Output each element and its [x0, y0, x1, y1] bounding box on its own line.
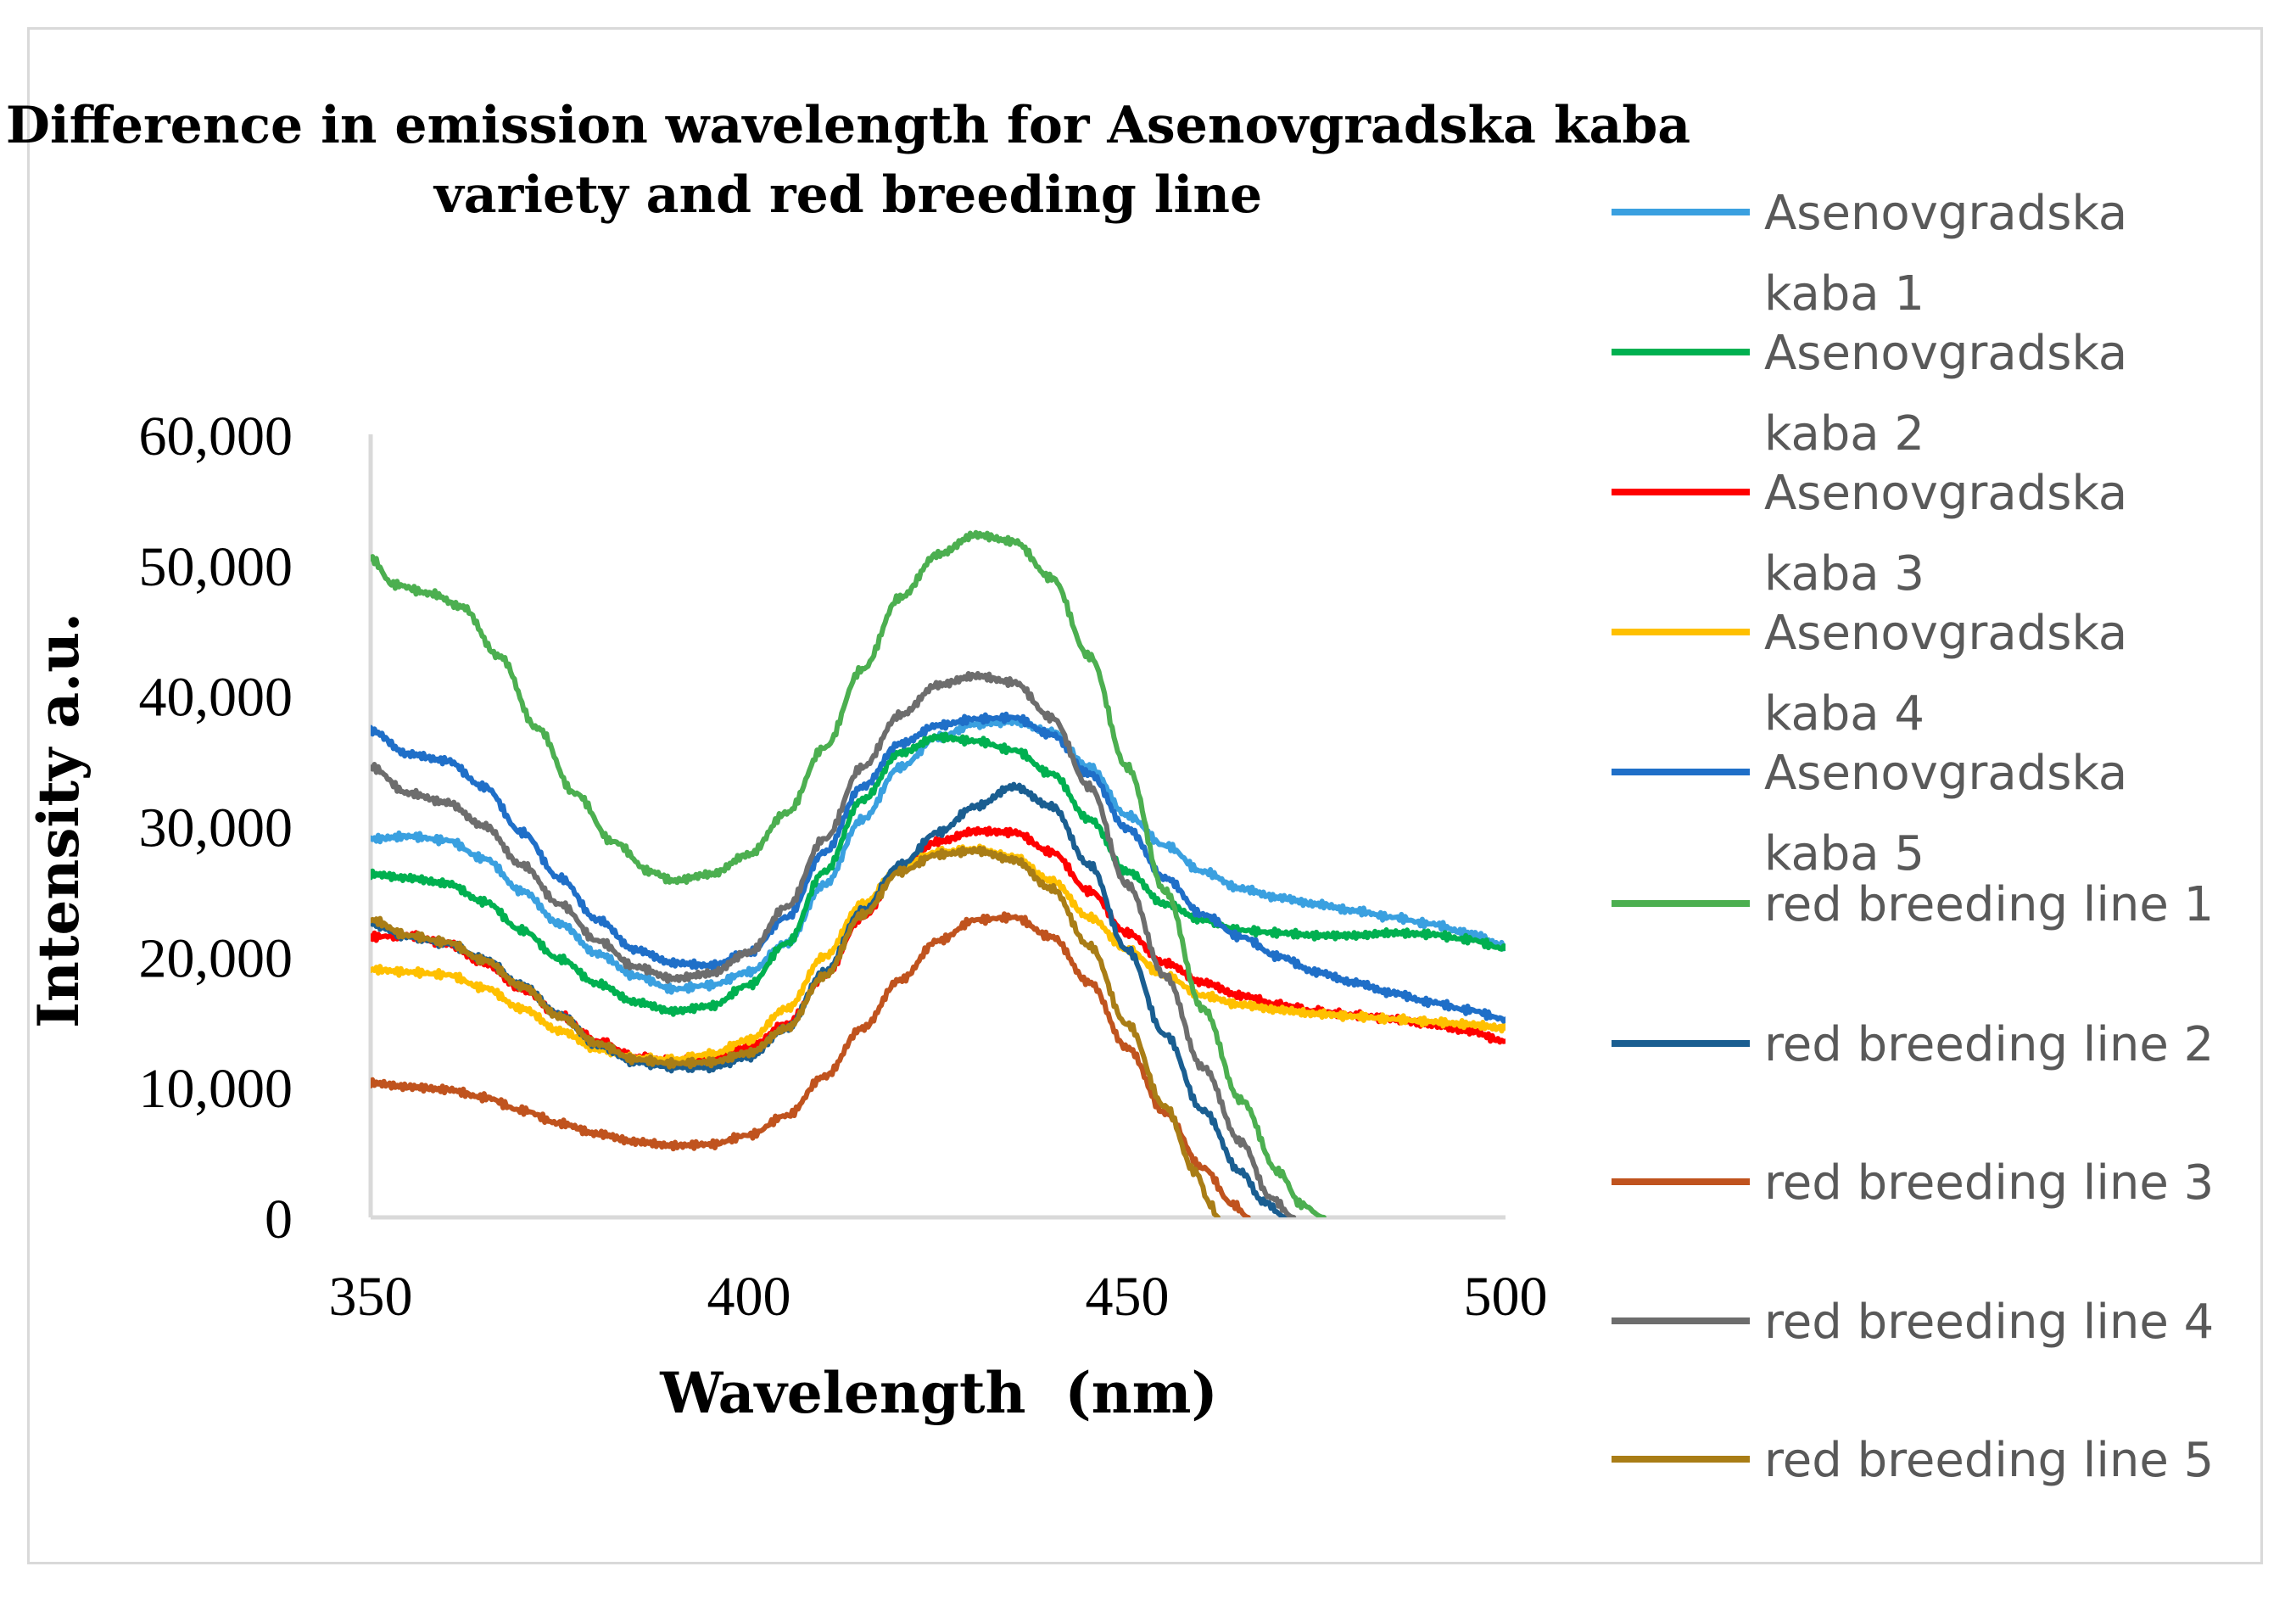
legend-entry: Asenovgradska kaba 5: [1612, 746, 2127, 881]
y-tick-label: 40,000: [139, 667, 293, 729]
chart-title-line-2: variety and red breeding line: [433, 165, 1262, 225]
y-tick-label: 60,000: [139, 406, 293, 467]
legend-entry: red breeding line 3: [1612, 1155, 2214, 1211]
x-tick-label: 400: [707, 1266, 791, 1328]
legend-entry: Asenovgradska kaba 3: [1612, 466, 2127, 601]
x-tick-label: 450: [1086, 1266, 1170, 1328]
legend-label: red breeding line 2: [1764, 1017, 2214, 1072]
x-tick-label: 500: [1464, 1266, 1548, 1328]
legend-label: red breeding line 3: [1764, 1155, 2214, 1211]
legend-label: red breeding line 4: [1764, 1295, 2214, 1350]
legend-entry: Asenovgradska kaba 2: [1612, 326, 2127, 462]
legend-label: kaba 3: [1764, 546, 1925, 601]
x-tick-labels: 350 400 450 500: [329, 1266, 1548, 1328]
series-line-8: [371, 911, 1251, 1217]
series-line-10: [371, 845, 1221, 1217]
series-line-4: [371, 843, 1506, 1066]
x-tick-label: 350: [329, 1266, 413, 1328]
series-line-6: [371, 529, 1327, 1217]
legend-label: Asenovgradska: [1764, 466, 2127, 521]
legend-label: kaba 2: [1764, 406, 1925, 462]
legend-label: Asenovgradska: [1764, 746, 2127, 801]
legend-entry: red breeding line 1: [1612, 877, 2214, 932]
y-tick-label: 20,000: [139, 927, 293, 989]
legend-label: Asenovgradska: [1764, 606, 2127, 661]
legend-label: kaba 5: [1764, 826, 1925, 881]
legend-label: Asenovgradska: [1764, 186, 2127, 241]
y-tick-label: 10,000: [139, 1058, 293, 1120]
legend-label: red breeding line 5: [1764, 1433, 2214, 1488]
legend-entry: Asenovgradska kaba 1: [1612, 186, 2127, 322]
chart-title-line-1: Difference in emission wavelength for As…: [6, 96, 1690, 155]
series-line-5: [371, 711, 1506, 1024]
chart-frame: [27, 27, 2263, 1564]
legend-entry: red breeding line 2: [1612, 1017, 2214, 1072]
legend-label: red breeding line 1: [1764, 877, 2214, 932]
y-tick-label: 0: [265, 1189, 293, 1250]
chart-title: Difference in emission wavelength for As…: [6, 96, 1690, 225]
legend-label: kaba 4: [1764, 686, 1925, 741]
series-line-2: [371, 731, 1506, 1017]
legend-label: Asenovgradska: [1764, 326, 2127, 381]
legend-entry: red breeding line 4: [1612, 1295, 2214, 1350]
y-tick-label: 30,000: [139, 797, 293, 859]
y-axis-title: Intensity a.u.: [25, 613, 92, 1028]
x-axis-title: Wavelength (nm): [659, 1360, 1217, 1426]
legend-entry: Asenovgradska kaba 4: [1612, 606, 2127, 741]
y-tick-labels: 0 10,000 20,000 30,000 40,000 50,000 60,000: [139, 406, 293, 1250]
y-tick-label: 50,000: [139, 536, 293, 598]
series-lines: [371, 529, 1506, 1217]
series-line-9: [371, 670, 1297, 1217]
legend-entry: red breeding line 5: [1612, 1433, 2214, 1488]
legend-label: kaba 1: [1764, 266, 1925, 322]
